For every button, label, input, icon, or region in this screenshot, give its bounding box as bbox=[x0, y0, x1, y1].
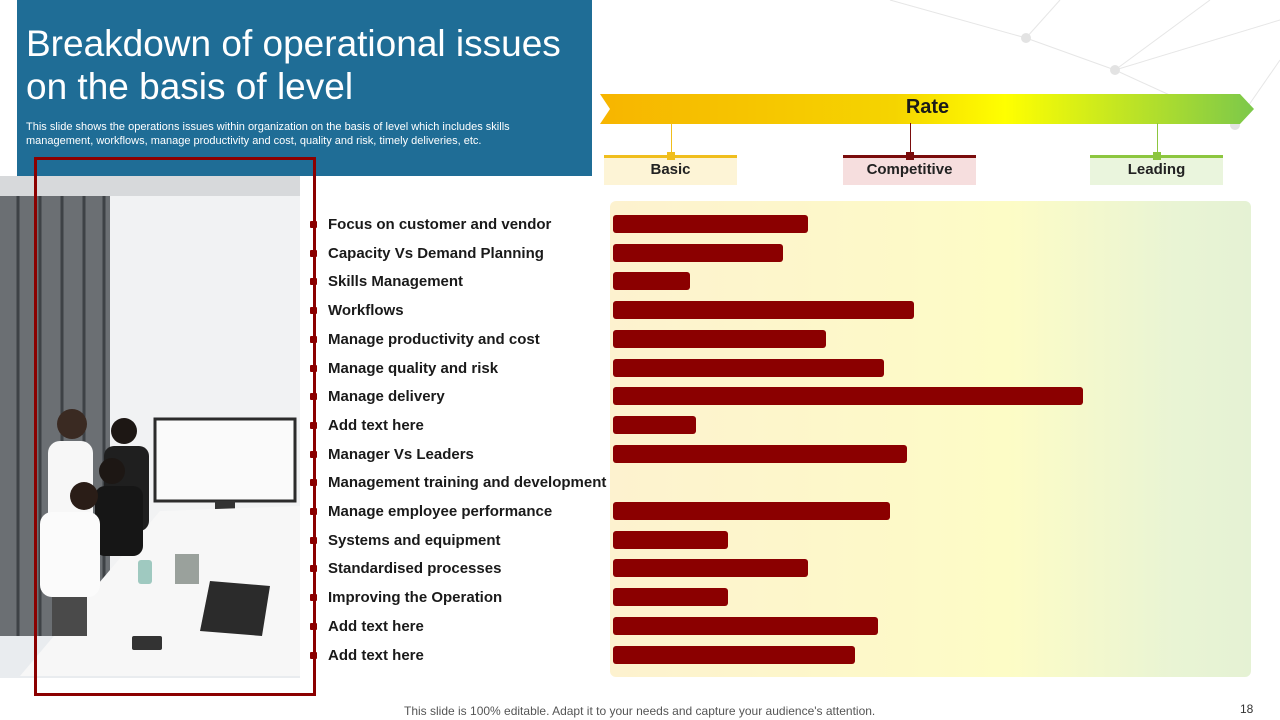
bar bbox=[613, 358, 885, 377]
category-label: Improving the Operation bbox=[328, 589, 503, 607]
category-label: Management training and development bbox=[328, 474, 607, 492]
category-label: Systems and equipment bbox=[328, 531, 501, 549]
category-label: Manage employee performance bbox=[328, 503, 553, 520]
bar bbox=[613, 215, 809, 233]
bullet-icon bbox=[310, 249, 317, 257]
bar bbox=[613, 616, 878, 635]
category-item: Focus on customer and vendor bbox=[310, 216, 610, 236]
category-label: Workflows bbox=[328, 302, 404, 320]
bullet-icon bbox=[310, 393, 317, 401]
category-item: Capacity Vs Demand Planning bbox=[310, 245, 610, 265]
bar bbox=[613, 588, 729, 607]
page-number: 18 bbox=[1240, 702, 1254, 716]
level-basic: Basic bbox=[604, 123, 737, 185]
bullet-icon bbox=[310, 536, 317, 544]
bar bbox=[613, 530, 729, 549]
category-item: Manage employee performance bbox=[310, 503, 610, 523]
category-item: Manager Vs Leaders bbox=[310, 446, 610, 466]
category-label: Add text here bbox=[328, 416, 424, 434]
photo-frame bbox=[34, 157, 316, 696]
category-item: Improving the Operation bbox=[310, 589, 610, 609]
office-meeting-photo bbox=[0, 176, 300, 678]
slide-subtitle: This slide shows the operations issues w… bbox=[26, 121, 510, 147]
footer-note: This slide is 100% editable. Adapt it to… bbox=[404, 704, 876, 718]
chart-title: Rate bbox=[905, 96, 950, 118]
category-item: Manage productivity and cost bbox=[310, 331, 610, 351]
bullet-icon bbox=[310, 307, 317, 315]
bar bbox=[613, 387, 1084, 406]
bar bbox=[613, 329, 827, 348]
category-label: Add text here bbox=[328, 646, 424, 664]
bullet-icon bbox=[310, 651, 317, 659]
bullet-icon bbox=[310, 421, 317, 429]
category-item: Manage quality and risk bbox=[310, 360, 610, 380]
category-item: Skills Management bbox=[310, 273, 610, 293]
bullet-icon bbox=[310, 364, 317, 372]
category-label: Manage quality and risk bbox=[328, 359, 499, 377]
level-leading-label: Leading bbox=[1127, 161, 1186, 178]
bar bbox=[613, 559, 809, 578]
bar bbox=[613, 415, 697, 434]
category-label: Skills Management bbox=[328, 273, 464, 291]
category-label: Standardised processes bbox=[328, 560, 502, 578]
category-item: Add text here bbox=[310, 618, 610, 638]
level-leading: Leading bbox=[1090, 123, 1223, 185]
bullet-icon bbox=[310, 622, 317, 630]
level-competitive-label: Competitive bbox=[866, 161, 953, 178]
bar bbox=[613, 645, 855, 664]
bullet-icon bbox=[310, 479, 317, 487]
bullet-icon bbox=[310, 278, 317, 286]
category-item: Add text here bbox=[310, 647, 610, 667]
category-label: Add text here bbox=[328, 617, 424, 635]
bar bbox=[613, 444, 908, 463]
bullet-icon bbox=[310, 508, 317, 515]
bar bbox=[613, 272, 690, 291]
category-item: Management training and development bbox=[310, 474, 610, 494]
rate-gradient-arrow bbox=[600, 94, 1254, 124]
category-item: Workflows bbox=[310, 302, 610, 322]
bullet-icon bbox=[310, 565, 317, 573]
level-basic-label: Basic bbox=[650, 161, 691, 178]
category-item: Add text here bbox=[310, 417, 610, 437]
bullet-icon bbox=[310, 594, 317, 602]
level-competitive: Competitive bbox=[843, 123, 976, 185]
bullet-icon bbox=[310, 450, 317, 458]
bar bbox=[613, 301, 914, 320]
title-panel: Breakdown of operational issues on the b… bbox=[17, 0, 592, 176]
slide-title: Breakdown of operational issues on the b… bbox=[26, 23, 561, 107]
bullet-icon bbox=[310, 335, 317, 343]
category-item: Standardised processes bbox=[310, 560, 610, 580]
category-label: Manage productivity and cost bbox=[328, 330, 540, 348]
category-label: Manager Vs Leaders bbox=[328, 445, 474, 463]
category-label: Manage delivery bbox=[328, 388, 445, 406]
category-label: Focus on customer and vendor bbox=[328, 216, 552, 233]
bullet-icon bbox=[310, 221, 317, 228]
category-label: Capacity Vs Demand Planning bbox=[328, 244, 544, 262]
category-item: Manage delivery bbox=[310, 388, 610, 408]
plot-separator bbox=[608, 201, 609, 677]
bar bbox=[613, 243, 783, 262]
bar bbox=[613, 502, 891, 520]
category-item: Systems and equipment bbox=[310, 532, 610, 552]
